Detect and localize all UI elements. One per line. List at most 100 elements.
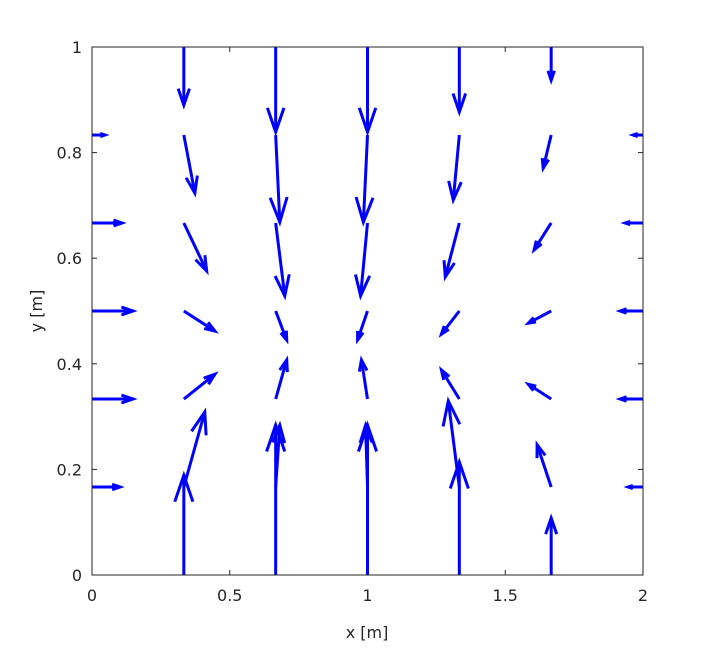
- vector-arrow: [92, 393, 138, 405]
- arrow-head: [524, 381, 537, 392]
- arrow-head: [99, 131, 110, 139]
- vector-arrow: [356, 310, 369, 345]
- arrow-head: [524, 316, 537, 326]
- vector-arrow: [357, 355, 369, 400]
- arrow-head: [203, 371, 219, 386]
- vector-arrow: [546, 47, 556, 85]
- vector-arrow: [265, 47, 286, 137]
- vector-arrow: [182, 134, 199, 198]
- arrow-head: [173, 470, 195, 503]
- arrow-head: [357, 420, 378, 453]
- arrow-head: [448, 457, 470, 489]
- vector-arrow: [354, 134, 375, 227]
- arrow-head: [354, 196, 375, 227]
- vector-arrow: [540, 134, 553, 173]
- vector-arrow: [441, 396, 462, 488]
- arrow-head: [176, 88, 191, 110]
- vector-arrow: [531, 222, 553, 254]
- vector-arrow: [357, 420, 378, 575]
- arrow-head: [113, 218, 127, 228]
- arrow-head: [451, 93, 468, 117]
- vector-arrow: [357, 47, 378, 137]
- arrow-head: [540, 157, 550, 173]
- arrow-head: [438, 325, 450, 338]
- vector-arrow: [535, 440, 553, 488]
- arrow-head: [203, 321, 219, 334]
- y-tick-label: 0.8: [57, 144, 82, 163]
- arrow-head: [273, 273, 291, 301]
- arrow-head: [354, 274, 372, 301]
- x-axis-label: x [m]: [346, 623, 389, 642]
- arrow-head: [620, 219, 631, 227]
- x-tick-label: 1.5: [493, 586, 518, 605]
- vector-arrow: [92, 305, 138, 317]
- vector-arrow: [92, 482, 125, 492]
- vector-arrow: [615, 307, 643, 315]
- vector-arrow: [442, 222, 461, 282]
- arrow-head: [628, 131, 639, 139]
- arrow-head: [442, 260, 456, 282]
- arrow-head: [184, 175, 199, 198]
- arrow-head: [120, 393, 138, 405]
- arrow-head: [546, 70, 556, 85]
- arrow-head: [265, 107, 286, 137]
- arrow-head: [357, 355, 369, 372]
- vector-arrow: [524, 381, 552, 401]
- arrow-head: [623, 483, 634, 491]
- arrow-head: [268, 196, 289, 227]
- vector-arrow: [265, 420, 287, 575]
- vector-arrow: [628, 131, 643, 139]
- y-tick-label: 0.4: [57, 355, 82, 374]
- ticks: 0 0.5 1 1.5 2 0 0.2 0.4 0.6 0.8 1: [57, 38, 649, 605]
- vector-arrow: [182, 371, 219, 401]
- arrow-head: [615, 395, 628, 403]
- arrow-head: [111, 482, 125, 492]
- x-tick-label: 0: [87, 586, 97, 605]
- arrow-head: [441, 396, 462, 427]
- arrow-head: [279, 330, 289, 345]
- vector-arrow: [176, 47, 191, 110]
- arrow-head: [531, 240, 543, 254]
- vector-arrow: [183, 309, 219, 334]
- vector-arrow: [438, 366, 461, 400]
- vector-arrow: [438, 310, 461, 338]
- arrow-head: [357, 107, 378, 137]
- vector-arrow: [173, 470, 195, 575]
- arrow-head: [544, 513, 559, 535]
- arrow-head: [438, 366, 451, 381]
- arrow-head: [120, 305, 138, 317]
- vector-arrow: [524, 309, 552, 326]
- arrow-head: [535, 440, 547, 459]
- vector-field: [92, 47, 643, 575]
- vector-arrow: [448, 457, 470, 575]
- arrow-head: [615, 307, 628, 315]
- vector-arrow: [92, 218, 127, 228]
- vector-arrow: [268, 134, 289, 227]
- vector-arrow: [274, 310, 289, 345]
- y-tick-label: 0.6: [57, 249, 82, 268]
- arrow-head: [447, 180, 463, 205]
- vector-arrow: [544, 513, 559, 575]
- vector-arrow: [623, 483, 643, 491]
- arrow-head: [356, 330, 365, 345]
- y-axis-label: y [m]: [27, 290, 46, 333]
- y-tick-label: 1: [72, 38, 82, 57]
- vector-arrow: [354, 222, 372, 301]
- arrow-head: [278, 355, 289, 373]
- y-tick-label: 0.2: [57, 460, 82, 479]
- x-tick-label: 0.5: [217, 586, 242, 605]
- vector-arrow: [182, 222, 209, 276]
- x-tick-label: 2: [638, 586, 648, 605]
- arrow-head: [265, 420, 287, 453]
- vector-arrow: [451, 47, 468, 117]
- vector-arrow: [620, 219, 643, 227]
- x-tick-label: 1: [362, 586, 372, 605]
- vector-arrow: [447, 134, 463, 205]
- vector-arrow: [615, 395, 643, 403]
- arrow-head: [190, 407, 208, 436]
- vector-arrow: [274, 355, 289, 400]
- vector-arrow: [273, 222, 291, 301]
- vector-arrow: [92, 131, 110, 139]
